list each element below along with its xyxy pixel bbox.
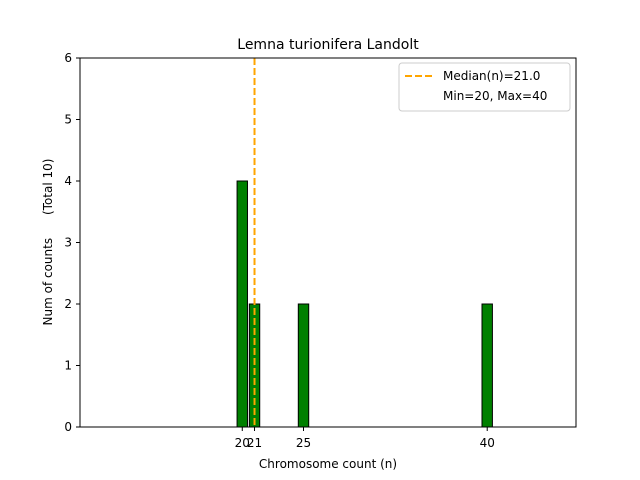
bar-40 xyxy=(481,303,493,428)
y-tick-label: 0 xyxy=(64,420,72,434)
bar-20 xyxy=(236,180,248,428)
y-axis-ticks: 0 1 2 3 4 5 6 xyxy=(64,51,80,434)
y-tick-label: 6 xyxy=(64,51,72,65)
x-tick-label: 21 xyxy=(247,436,262,450)
x-tick-label: 20 xyxy=(235,436,250,450)
y-tick-label: 5 xyxy=(64,113,72,127)
y-tick-label: 4 xyxy=(64,174,72,188)
bar-25 xyxy=(297,303,310,428)
x-axis-label: Chromosome count (n) xyxy=(259,457,397,471)
legend-entry-median: Median(n)=21.0 xyxy=(443,69,540,83)
x-tick-label: 25 xyxy=(296,436,311,450)
chart-title: Lemna turionifera Landolt xyxy=(237,37,419,53)
legend: Median(n)=21.0 Min=20, Max=40 xyxy=(398,62,571,112)
y-tick-label: 1 xyxy=(64,359,72,373)
y-tick-label: 3 xyxy=(64,236,72,250)
x-tick-label: 40 xyxy=(480,436,495,450)
legend-entry-minmax: Min=20, Max=40 xyxy=(443,89,547,103)
y-tick-label: 2 xyxy=(64,297,72,311)
legend-frame xyxy=(398,62,571,112)
y-axis-label: Num of counts (Total 10) xyxy=(41,159,55,326)
